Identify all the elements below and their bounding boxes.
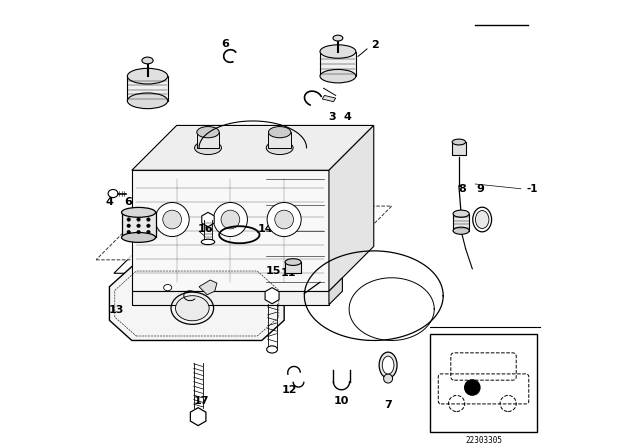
Ellipse shape (142, 57, 153, 64)
Circle shape (267, 202, 301, 237)
Ellipse shape (473, 207, 492, 232)
Ellipse shape (127, 69, 168, 84)
Circle shape (465, 380, 480, 395)
Circle shape (137, 218, 140, 221)
Polygon shape (190, 408, 206, 426)
Circle shape (137, 224, 140, 228)
Text: 17: 17 (194, 396, 209, 406)
Ellipse shape (269, 126, 291, 138)
Ellipse shape (453, 227, 469, 234)
Ellipse shape (266, 141, 293, 155)
Polygon shape (453, 214, 469, 231)
Polygon shape (127, 76, 168, 101)
Circle shape (221, 210, 240, 229)
Text: 7: 7 (384, 400, 392, 409)
Circle shape (127, 230, 131, 234)
Ellipse shape (195, 141, 221, 155)
Circle shape (213, 202, 248, 237)
Ellipse shape (320, 45, 356, 58)
Polygon shape (285, 262, 301, 273)
Polygon shape (199, 280, 217, 295)
Text: 3: 3 (328, 112, 336, 122)
Text: 8: 8 (459, 184, 467, 194)
Polygon shape (269, 132, 291, 148)
Ellipse shape (320, 69, 356, 83)
Ellipse shape (333, 35, 343, 41)
Polygon shape (320, 52, 356, 76)
Polygon shape (109, 267, 284, 340)
Ellipse shape (201, 239, 215, 245)
Polygon shape (329, 125, 374, 291)
Text: 10: 10 (334, 396, 349, 406)
Ellipse shape (197, 126, 219, 138)
Ellipse shape (175, 296, 209, 321)
Polygon shape (132, 291, 329, 305)
Ellipse shape (382, 356, 394, 374)
Circle shape (275, 210, 294, 229)
Circle shape (155, 202, 189, 237)
Ellipse shape (383, 374, 392, 383)
Polygon shape (452, 142, 466, 155)
Ellipse shape (452, 139, 466, 145)
Text: 4: 4 (106, 198, 114, 207)
Text: 2: 2 (371, 40, 380, 50)
Text: 6: 6 (124, 198, 132, 207)
Text: 5: 5 (141, 93, 149, 103)
Ellipse shape (379, 352, 397, 378)
Ellipse shape (108, 190, 118, 198)
Text: 11: 11 (281, 268, 296, 278)
Text: 15: 15 (266, 266, 281, 276)
Text: 12: 12 (282, 385, 298, 395)
Polygon shape (96, 206, 392, 260)
Text: 16: 16 (198, 224, 214, 234)
Text: 22303305: 22303305 (465, 436, 502, 445)
Circle shape (147, 224, 150, 228)
Circle shape (147, 230, 150, 234)
Polygon shape (329, 278, 342, 305)
Polygon shape (132, 125, 374, 170)
Text: 5: 5 (141, 233, 149, 243)
Ellipse shape (127, 93, 168, 109)
Ellipse shape (285, 258, 301, 265)
Polygon shape (265, 288, 279, 304)
Text: 13: 13 (108, 305, 124, 315)
Circle shape (147, 218, 150, 221)
Polygon shape (132, 170, 329, 291)
Polygon shape (122, 212, 156, 237)
Text: 4: 4 (343, 112, 351, 122)
Ellipse shape (267, 346, 278, 353)
Circle shape (163, 210, 182, 229)
Polygon shape (197, 132, 220, 148)
Ellipse shape (122, 233, 156, 242)
Polygon shape (114, 242, 342, 273)
Ellipse shape (164, 284, 172, 291)
Polygon shape (323, 95, 336, 102)
Bar (430, 334, 538, 432)
Ellipse shape (453, 210, 469, 217)
Ellipse shape (122, 207, 156, 217)
Text: 9: 9 (476, 184, 484, 194)
Polygon shape (202, 212, 214, 227)
Circle shape (127, 224, 131, 228)
Circle shape (137, 230, 140, 234)
Text: -1: -1 (526, 184, 538, 194)
Text: 14: 14 (258, 224, 274, 234)
Circle shape (127, 218, 131, 221)
Text: 6: 6 (221, 39, 229, 49)
Ellipse shape (476, 211, 489, 228)
